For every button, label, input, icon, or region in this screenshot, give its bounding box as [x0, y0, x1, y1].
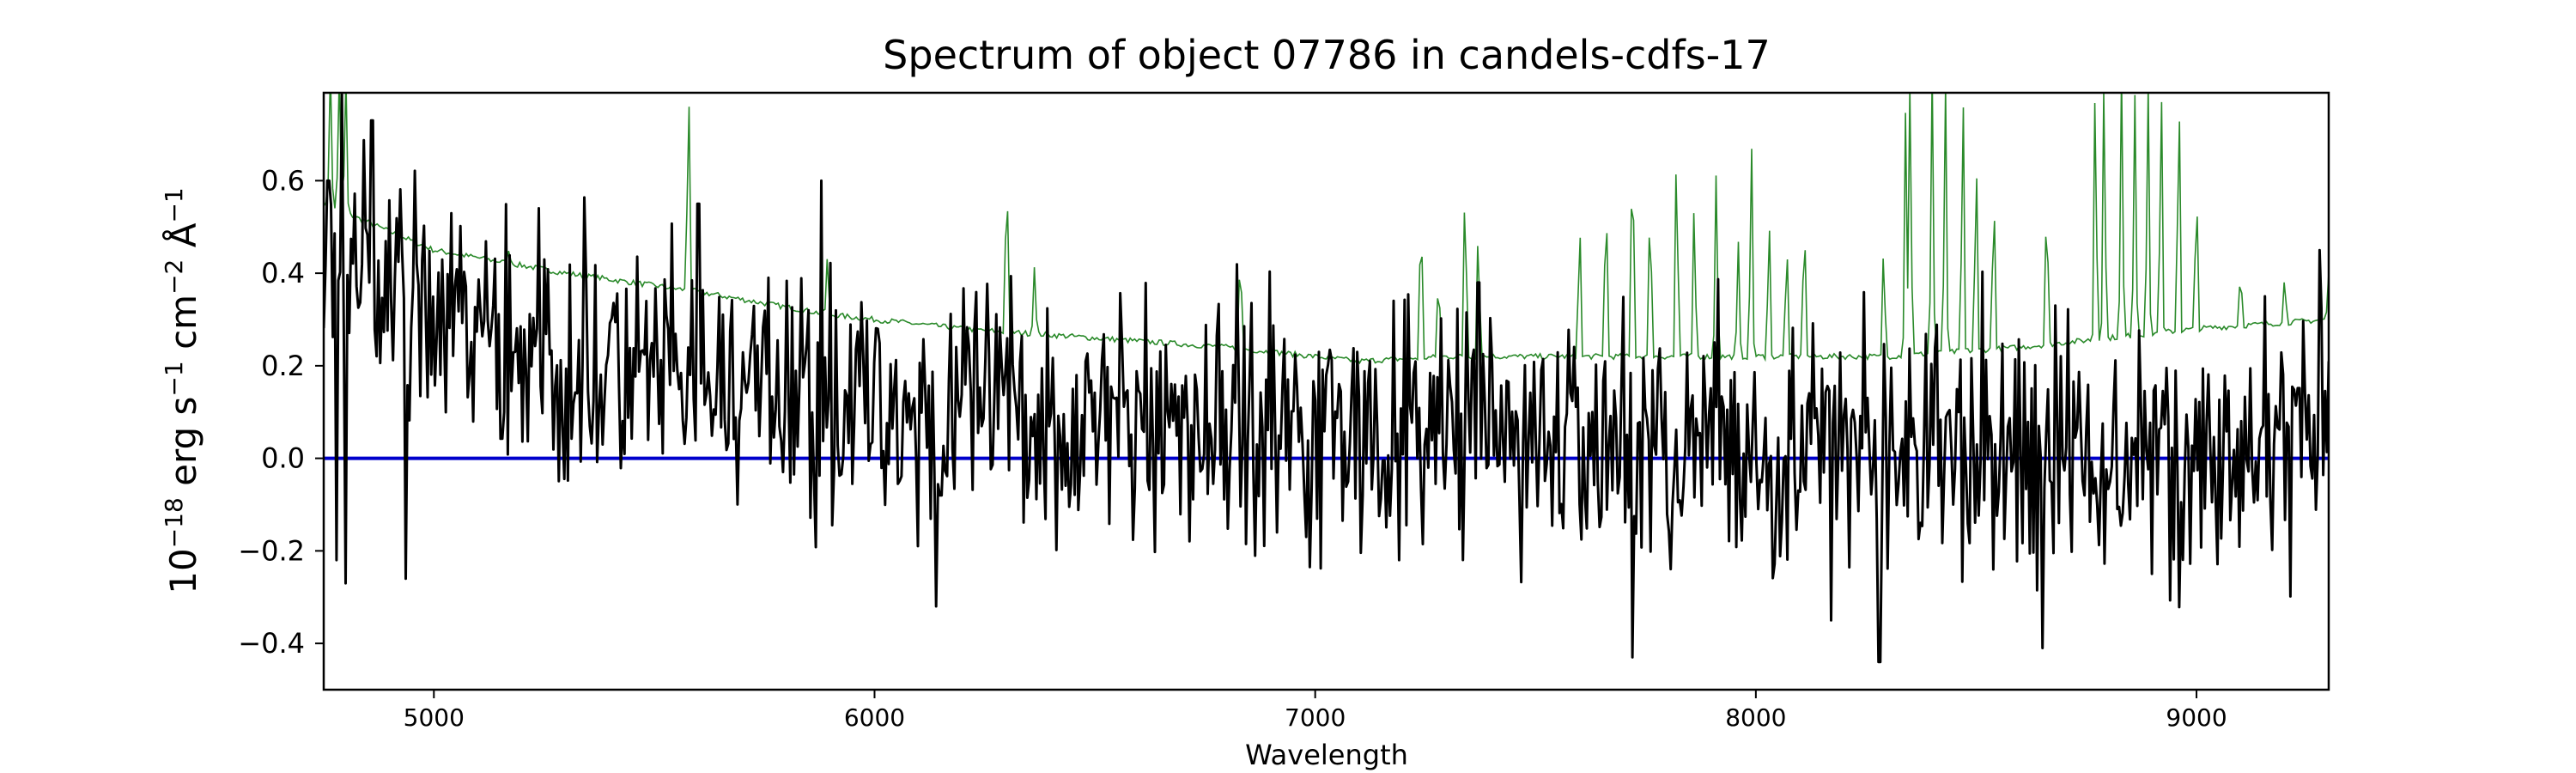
plot-frame: [322, 91, 2330, 691]
y-axis: −0.4 −0.2 0.0 0.2 0.4 0.6: [238, 164, 324, 660]
y-tick-label: −0.4: [238, 627, 305, 660]
chart-title: Spectrum of object 07786 in candels-cdfs…: [883, 32, 1771, 78]
x-axis-label: Wavelength: [1245, 739, 1408, 771]
x-axis: 5000 6000 7000 8000 9000: [404, 690, 2227, 732]
error-spectrum-line: [324, 93, 2329, 365]
y-axis-label: 10−18 erg s−1 cm−2 Å−1: [160, 187, 204, 593]
y-tick-label: 0.6: [261, 164, 305, 197]
plot-area: [322, 91, 2330, 691]
y-tick-label: 0.4: [261, 257, 305, 289]
x-tick-label: 8000: [1725, 703, 1786, 732]
y-tick-label: −0.2: [238, 534, 305, 567]
series-layer: [324, 93, 2329, 664]
x-tick-label: 6000: [844, 703, 905, 732]
x-tick-label: 5000: [404, 703, 465, 732]
y-tick-label: 0.2: [261, 350, 305, 382]
x-tick-label: 7000: [1285, 703, 1346, 732]
y-tick-label: 0.0: [261, 442, 305, 475]
x-tick-label: 9000: [2166, 703, 2227, 732]
flux-spectrum-line: [324, 93, 2329, 664]
